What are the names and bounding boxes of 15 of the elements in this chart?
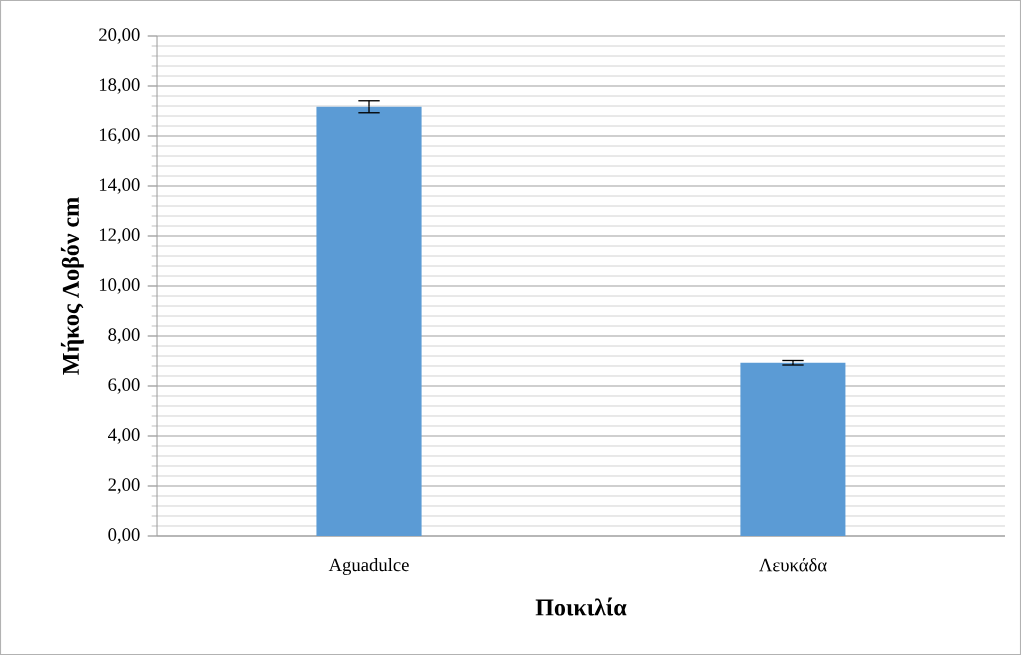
y-axis-title: Μήκος Λοβόν cm [60,197,84,375]
x-axis-title: Ποικιλία [535,597,627,616]
x-tick-label: Λευκάδα [759,558,827,572]
y-tick-label: 10,00 [99,278,140,294]
y-tick-label: 2,00 [108,478,140,494]
y-tick-label: 20,00 [99,28,140,44]
y-tick-label: 4,00 [108,428,140,444]
y-tick-label: 16,00 [99,128,140,144]
y-tick-label: 0,00 [108,528,140,544]
y-tick-label: 12,00 [99,228,140,244]
y-tick-label: 14,00 [99,178,140,194]
y-tick-label: 18,00 [99,78,140,94]
x-tick-label: Aguadulce [328,558,409,576]
y-tick-label: 8,00 [108,328,140,344]
y-tick-label: 6,00 [108,378,140,394]
